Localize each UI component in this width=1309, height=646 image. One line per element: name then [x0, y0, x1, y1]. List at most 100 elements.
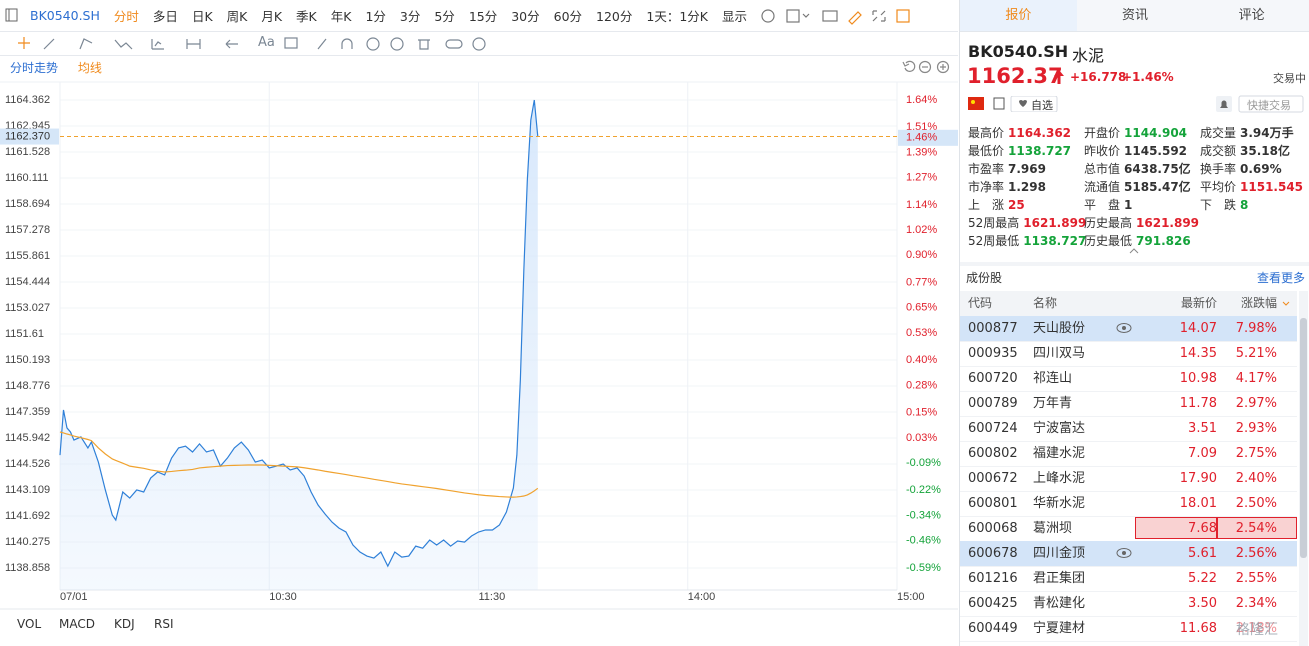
table-body: 000877 天山股份 14.07 7.98% 000935 四川双马 14.35 5.21%…	[960, 316, 1297, 646]
indicator-tab[interactable]: RSI	[154, 617, 174, 631]
text-tool[interactable]: Aa	[258, 35, 275, 50]
stat-label: 最低价	[968, 144, 1005, 158]
indicator-tab[interactable]: VOL	[17, 617, 42, 631]
table-row[interactable]: 600802 福建水泥 7.09 2.75%	[960, 441, 1297, 467]
period-tab[interactable]: 5分	[434, 9, 455, 24]
table-row[interactable]: 601216 君正集团 5.22 2.55%	[960, 566, 1297, 592]
heart-icon	[1019, 100, 1027, 107]
quote-price: 1162.37	[967, 64, 1063, 88]
period-tab[interactable]: 日K	[191, 9, 213, 24]
period-tab[interactable]: 120分	[596, 9, 633, 24]
table-row[interactable]: 600425 青松建化 3.50 2.34%	[960, 591, 1297, 617]
lock-tool[interactable]	[366, 37, 380, 51]
collapse-chevron[interactable]	[1128, 247, 1140, 255]
ruler-tool[interactable]	[317, 38, 327, 50]
stock-code: 600802	[968, 446, 1018, 461]
price-area	[60, 100, 538, 590]
period-tab[interactable]: 30分	[511, 9, 540, 24]
table-row[interactable]: 000789 万年青 11.78 2.97%	[960, 391, 1297, 417]
period-tab[interactable]: 60分	[553, 9, 583, 24]
table-row[interactable]: 600720 祁连山 10.98 4.17%	[960, 366, 1297, 392]
table-row[interactable]: 000877 天山股份 14.07 7.98%	[960, 316, 1297, 342]
table-row[interactable]: 600724 宁波富达 3.51 2.93%	[960, 416, 1297, 442]
table-row[interactable]: 600678 四川金顶 5.61 2.56%	[960, 541, 1297, 567]
chart-tools[interactable]	[902, 60, 950, 74]
arrow-tool[interactable]	[225, 39, 238, 49]
column-header: 名称	[1033, 296, 1058, 310]
period-tab[interactable]: 周K	[226, 9, 248, 24]
link-tool[interactable]	[445, 39, 463, 49]
watch-icon[interactable]	[1116, 322, 1132, 334]
period-tab[interactable]: 年K	[330, 9, 352, 24]
watchlist-label[interactable]: 自选	[1031, 99, 1053, 112]
view-more[interactable]: 查看更多	[1256, 271, 1305, 285]
legend-entry[interactable]: 均线	[77, 61, 102, 75]
table-row[interactable]: 600801 华新水泥 18.01 2.50%	[960, 491, 1297, 517]
table-row[interactable]: 000935 四川双马 14.35 5.21%	[960, 341, 1297, 367]
stat-value: 6438.75亿	[1124, 162, 1191, 176]
sidebar-toggle[interactable]	[0, 0, 30, 31]
zoom-in-icon[interactable]	[936, 60, 950, 74]
quick-trade-button[interactable]	[1238, 95, 1304, 113]
stat: 上 涨 25	[968, 196, 1025, 213]
crosshair-tool[interactable]	[18, 37, 30, 49]
period-tab[interactable]: 分时	[113, 9, 139, 24]
display-menu[interactable]: 显示	[722, 9, 748, 24]
stat-label: 成交量	[1200, 126, 1237, 140]
fullscreen-icon[interactable]	[872, 10, 886, 22]
reset-icon[interactable]	[902, 60, 916, 72]
average-line	[59, 431, 539, 498]
stat-label: 52周最低	[968, 234, 1020, 248]
doc-icon[interactable]	[993, 97, 1005, 110]
hide-tool[interactable]	[390, 37, 404, 51]
y-tick-label: 1153.027	[5, 302, 50, 314]
quick-trade-label[interactable]: 快捷交易	[1247, 99, 1291, 112]
polyline-tool[interactable]	[79, 38, 93, 50]
period-tab[interactable]: 月K	[261, 9, 283, 24]
column-header[interactable]: 涨跌幅	[1240, 296, 1277, 310]
watch-icon[interactable]	[1116, 547, 1132, 559]
delete-tool[interactable]	[418, 39, 430, 50]
period-tab[interactable]: 多日	[152, 9, 178, 24]
settings-icon[interactable]	[761, 9, 775, 23]
panel-tab[interactable]: 资讯	[1122, 8, 1149, 23]
stock-name: 君正集团	[1033, 571, 1086, 586]
panel-icon[interactable]	[896, 9, 910, 23]
reference-label-bg	[0, 128, 59, 145]
period-tab[interactable]: 3分	[399, 9, 421, 24]
stock-change: 2.34%	[1235, 596, 1277, 611]
period-tab[interactable]: 1天：1分K	[646, 9, 708, 24]
scrollbar-thumb[interactable]	[1300, 318, 1307, 558]
wave-tool[interactable]	[114, 39, 133, 50]
table-row[interactable]: 000672 上峰水泥 17.90 2.40%	[960, 466, 1297, 492]
indicator-tab[interactable]: KDJ	[114, 617, 135, 631]
zoom-out-icon[interactable]	[918, 60, 932, 74]
checkbox-icon[interactable]	[786, 9, 800, 23]
legend-entry[interactable]: 分时走势	[10, 61, 59, 75]
stock-price: 10.98	[1179, 371, 1217, 386]
stock-name: 祁连山	[1033, 371, 1073, 386]
panel-tab[interactable]: 报价	[960, 0, 1077, 31]
period-tab[interactable]: 1分	[365, 9, 386, 24]
panel-tab[interactable]: 评论	[1238, 8, 1265, 23]
note-tool[interactable]	[284, 37, 298, 49]
pen-icon[interactable]	[848, 11, 862, 25]
fib-tool[interactable]	[151, 39, 164, 50]
y-tick-label: 1157.278	[5, 224, 50, 236]
quote-change: +16.778	[1070, 70, 1127, 84]
stock-code: 600068	[968, 521, 1018, 536]
column-header[interactable]: 最新价	[1180, 296, 1217, 310]
period-tab[interactable]: 季K	[296, 9, 317, 24]
symbol[interactable]: BK0540.SH	[30, 8, 100, 23]
period-tab[interactable]: 15分	[468, 9, 498, 24]
sort-indicator[interactable]	[1281, 300, 1291, 308]
range-tool[interactable]	[186, 39, 201, 49]
line-tool[interactable]	[43, 38, 55, 50]
table-row[interactable]: 600068 葛洲坝 7.68 2.54%	[960, 516, 1297, 542]
camera-icon[interactable]	[822, 10, 838, 22]
indicator-tab[interactable]: MACD	[59, 617, 95, 631]
draw-settings[interactable]	[472, 37, 486, 51]
magnet-tool[interactable]	[341, 38, 353, 49]
y-tick-label: 1150.193	[5, 354, 50, 366]
watchlist-button[interactable]	[1010, 96, 1058, 112]
